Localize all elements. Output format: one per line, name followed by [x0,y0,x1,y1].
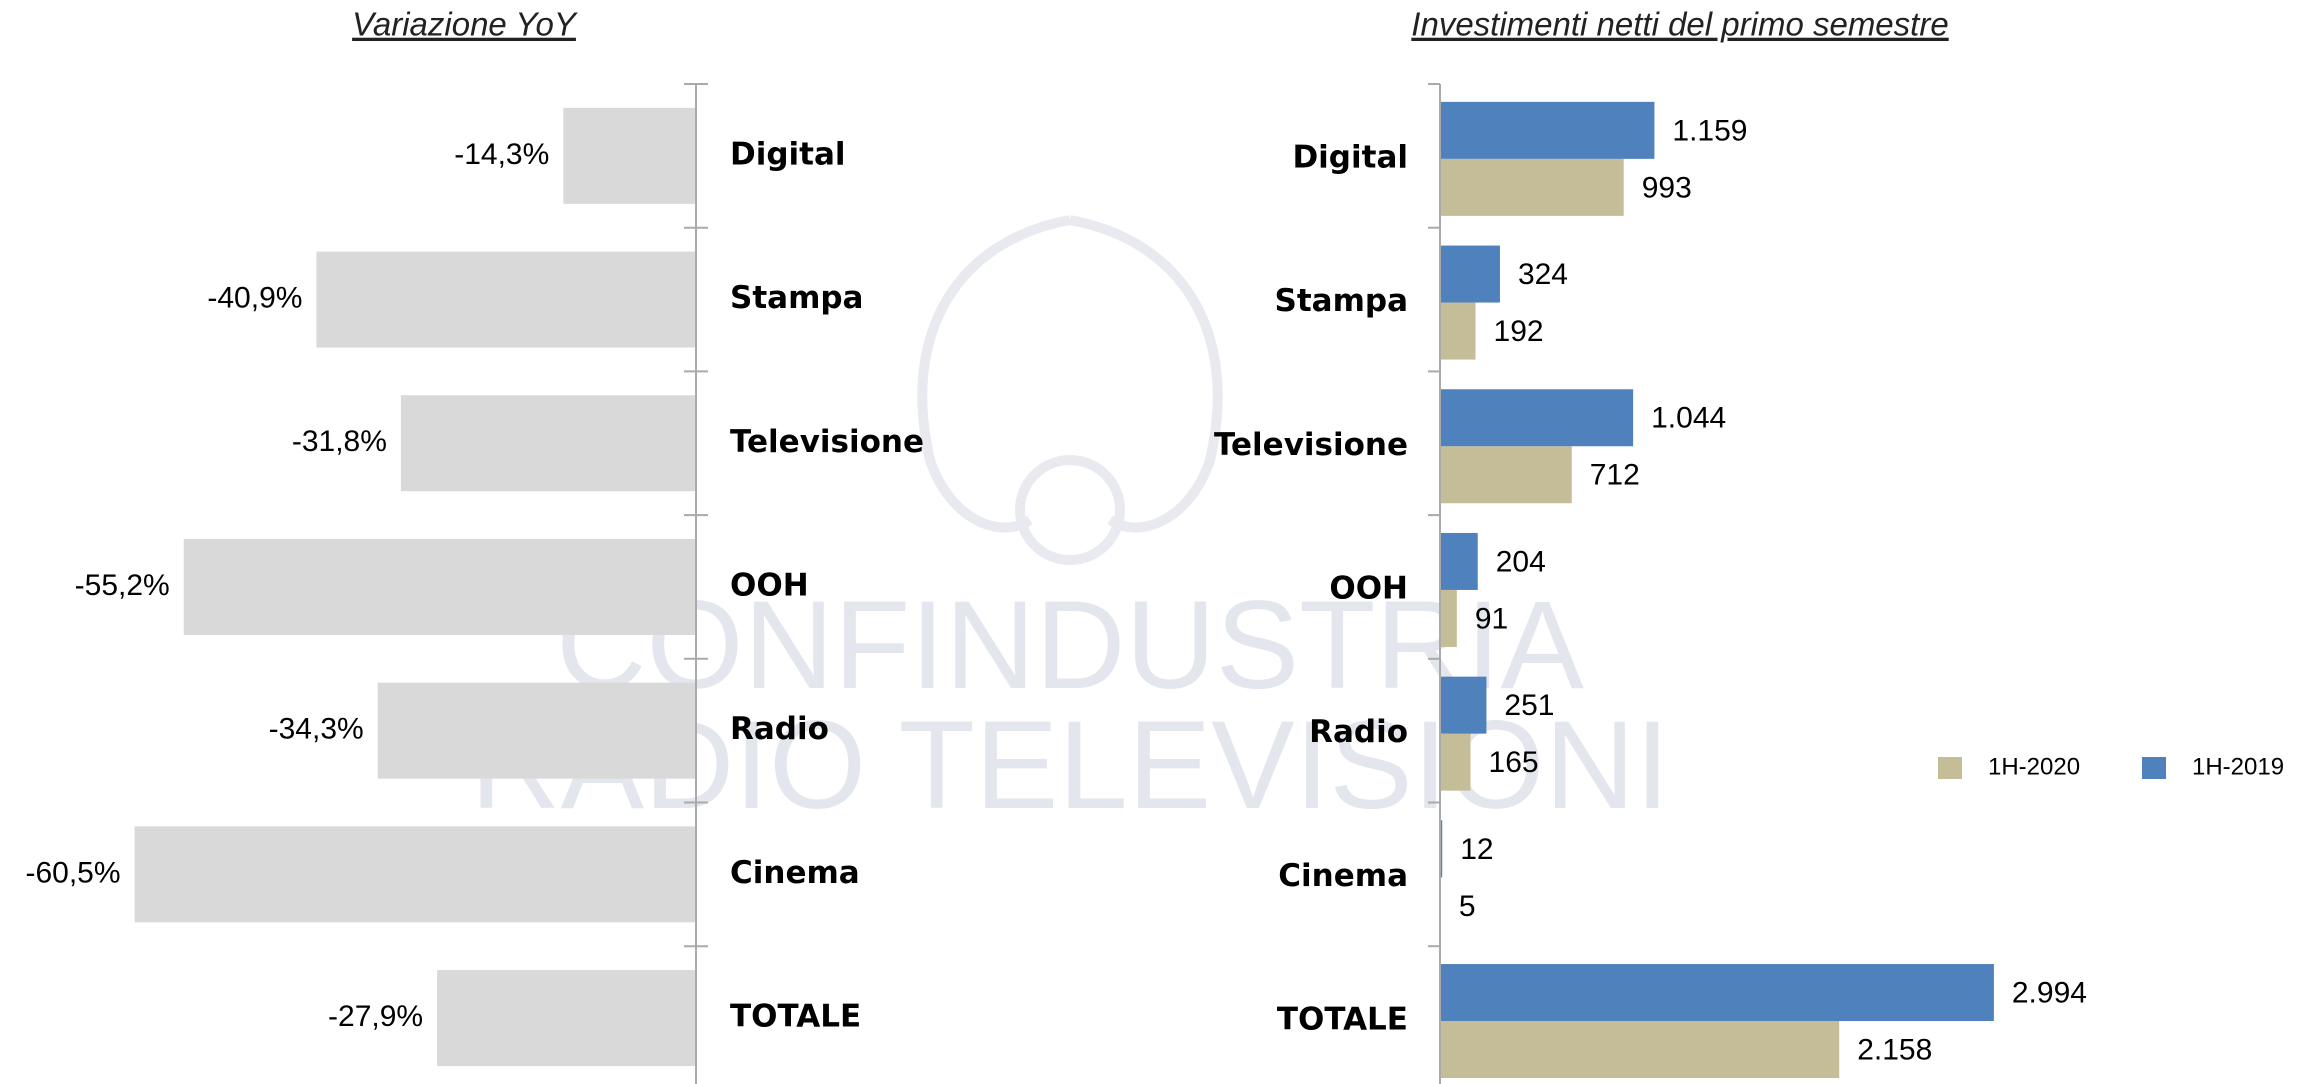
data-label: 5 [1459,890,1476,923]
data-label: 712 [1590,459,1640,492]
data-label: 2.158 [1857,1033,1932,1066]
data-label: 204 [1496,545,1546,578]
bar [1440,1021,1840,1079]
legend-label: 1H-2020 [1988,753,2080,780]
data-label: 1.044 [1651,402,1726,435]
category-label: Televisione [730,424,924,460]
bar [183,538,696,635]
bar [1440,389,1634,447]
category-label: Radio [1309,714,1408,750]
bar [1440,302,1476,360]
category-label: Televisione [1214,427,1408,463]
bar [563,107,696,204]
bar [1440,964,1994,1022]
data-label: 993 [1642,171,1692,204]
bar [1440,733,1471,791]
bar [377,682,696,779]
legend-swatch [2142,757,2166,779]
bar [1440,158,1624,216]
category-label: Cinema [1278,858,1408,894]
bar [1440,101,1655,159]
watermark: CONFINDUSTRIA [556,576,1584,715]
data-label: 91 [1475,602,1508,635]
bar [400,395,696,492]
data-label: 2.994 [2012,976,2087,1009]
data-label: -40,9% [207,281,302,314]
category-label: Digital [730,136,846,172]
data-label: -55,2% [75,569,170,602]
data-label: 12 [1460,833,1493,866]
chart-title: Investimenti netti del primo semestre [1411,6,1948,43]
bar [1440,589,1457,647]
watermark-icon [917,215,1223,565]
legend-swatch [1938,757,1962,779]
category-label: OOH [730,567,809,603]
bar [1440,446,1572,504]
data-label: 192 [1494,315,1544,348]
bar [437,970,696,1067]
bar [1440,676,1487,734]
category-label: Radio [730,711,829,747]
bar [1440,532,1478,590]
data-label: -14,3% [454,138,549,171]
bar [1440,245,1500,303]
category-label: Stampa [1275,283,1408,319]
data-label: 165 [1489,746,1539,779]
data-label: 324 [1518,258,1568,291]
category-label: TOTALE [1277,1002,1408,1038]
category-label: OOH [1329,570,1408,606]
category-label: Stampa [730,280,863,316]
data-label: 1.159 [1672,114,1747,147]
bar [316,251,696,348]
data-label: -60,5% [25,856,120,889]
bar [134,826,696,923]
chart-title: Variazione YoY [352,6,578,43]
legend-label: 1H-2019 [2192,753,2284,780]
category-label: Digital [1292,139,1408,175]
data-label: 251 [1504,689,1554,722]
category-label: Cinema [730,855,860,891]
data-label: -27,9% [328,1000,423,1033]
data-label: -31,8% [292,425,387,458]
category-label: TOTALE [730,999,861,1035]
data-label: -34,3% [269,713,364,746]
bar [1440,820,1443,878]
